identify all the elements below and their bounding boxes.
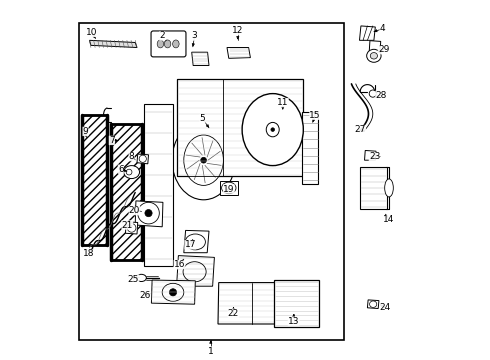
Text: 15: 15 — [310, 111, 321, 120]
Text: 18: 18 — [83, 249, 94, 258]
Text: 7: 7 — [109, 136, 115, 145]
Text: 14: 14 — [383, 215, 394, 224]
Polygon shape — [360, 26, 375, 40]
Text: 27: 27 — [354, 125, 366, 134]
Text: 9: 9 — [83, 127, 88, 136]
Ellipse shape — [139, 155, 147, 162]
Text: 22: 22 — [228, 309, 239, 318]
FancyBboxPatch shape — [151, 31, 186, 57]
Polygon shape — [82, 115, 107, 245]
Ellipse shape — [170, 289, 176, 296]
Text: 2: 2 — [159, 31, 165, 40]
Text: 26: 26 — [140, 292, 151, 300]
Text: 23: 23 — [369, 152, 380, 161]
Polygon shape — [220, 286, 253, 307]
Bar — [360, 167, 387, 209]
Text: 11: 11 — [277, 98, 289, 107]
Ellipse shape — [266, 122, 279, 137]
Ellipse shape — [369, 301, 377, 307]
Polygon shape — [90, 40, 137, 48]
Ellipse shape — [201, 157, 206, 163]
Text: 1: 1 — [208, 346, 214, 356]
Polygon shape — [218, 283, 318, 324]
Polygon shape — [144, 104, 173, 266]
Ellipse shape — [164, 40, 171, 48]
Polygon shape — [135, 201, 163, 227]
Text: 3: 3 — [192, 31, 197, 40]
Polygon shape — [151, 280, 196, 304]
Text: 5: 5 — [199, 114, 205, 123]
Polygon shape — [184, 230, 209, 253]
Text: 12: 12 — [232, 26, 244, 35]
Polygon shape — [368, 300, 379, 309]
Bar — [288, 283, 316, 326]
Bar — [302, 112, 318, 184]
Text: 17: 17 — [185, 240, 196, 249]
Text: 6: 6 — [118, 165, 123, 174]
Ellipse shape — [369, 90, 376, 97]
Ellipse shape — [385, 179, 393, 197]
Bar — [274, 280, 319, 327]
Ellipse shape — [172, 40, 179, 48]
Text: 24: 24 — [380, 303, 391, 312]
Ellipse shape — [271, 128, 274, 131]
Text: 19: 19 — [223, 184, 235, 194]
Text: 4: 4 — [380, 24, 385, 33]
Ellipse shape — [367, 49, 381, 62]
Polygon shape — [227, 48, 250, 58]
Ellipse shape — [370, 53, 377, 59]
Ellipse shape — [145, 210, 152, 217]
Ellipse shape — [221, 182, 236, 194]
Ellipse shape — [136, 274, 147, 282]
Text: 28: 28 — [375, 91, 387, 100]
Text: 16: 16 — [174, 260, 185, 269]
Ellipse shape — [185, 234, 205, 250]
Ellipse shape — [127, 224, 136, 232]
Text: 20: 20 — [129, 206, 140, 215]
Polygon shape — [176, 79, 303, 176]
Text: 10: 10 — [86, 28, 97, 37]
Polygon shape — [176, 256, 215, 286]
Polygon shape — [137, 154, 148, 164]
Ellipse shape — [123, 166, 140, 179]
Polygon shape — [125, 222, 138, 234]
Bar — [79, 23, 344, 340]
Polygon shape — [111, 124, 143, 260]
Polygon shape — [365, 150, 376, 160]
Text: 29: 29 — [378, 45, 389, 54]
Text: 8: 8 — [129, 152, 134, 161]
Polygon shape — [192, 52, 209, 66]
Text: 13: 13 — [288, 317, 299, 325]
Text: 21: 21 — [122, 220, 133, 230]
Polygon shape — [220, 181, 238, 195]
Polygon shape — [369, 41, 381, 52]
Text: 25: 25 — [128, 274, 139, 284]
Ellipse shape — [184, 135, 223, 185]
Ellipse shape — [242, 94, 303, 166]
Ellipse shape — [126, 169, 132, 175]
Ellipse shape — [157, 40, 164, 48]
